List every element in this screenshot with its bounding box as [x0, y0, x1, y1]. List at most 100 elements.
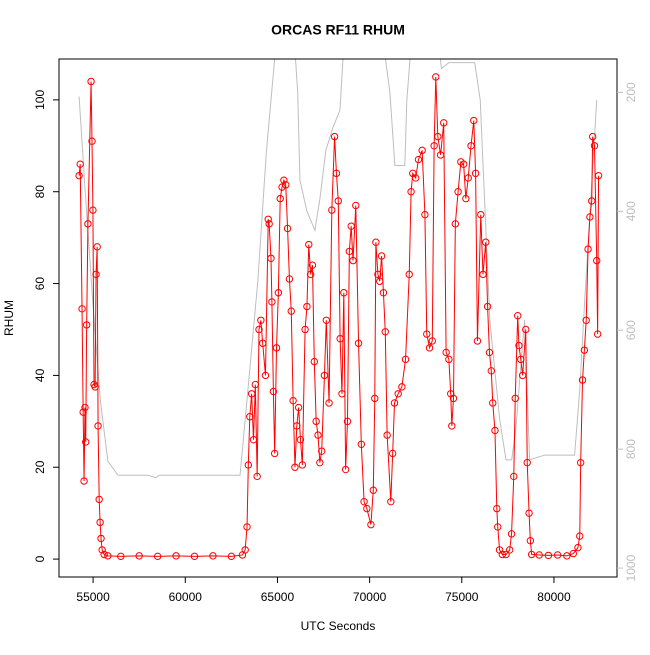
data-point — [246, 413, 254, 421]
data-point — [451, 220, 460, 228]
data-point — [97, 534, 105, 543]
data-point — [354, 339, 363, 347]
data-point — [526, 537, 535, 545]
y-tick-label: 20 — [33, 460, 47, 474]
data-point — [388, 449, 397, 458]
data-point — [482, 238, 490, 246]
y-tick-label: 80 — [33, 185, 47, 199]
data-point — [588, 197, 596, 205]
data-point — [563, 552, 571, 560]
data-point — [316, 458, 324, 467]
data-point — [293, 422, 301, 430]
data-point — [430, 142, 438, 150]
data-point — [330, 132, 339, 141]
data-point — [411, 174, 420, 182]
data-point — [473, 337, 482, 345]
series-line — [78, 76, 600, 557]
series-line — [78, 59, 598, 479]
y2-tick-label: 800 — [624, 439, 638, 459]
data-point — [485, 348, 494, 357]
data-point — [535, 551, 543, 559]
data-point — [79, 408, 87, 416]
data-point — [489, 399, 497, 407]
data-point — [347, 222, 355, 230]
data-point — [272, 344, 281, 352]
data-point — [338, 390, 346, 398]
data-point — [445, 355, 453, 364]
data-point — [253, 472, 261, 481]
data-point — [377, 252, 386, 260]
data-point — [464, 174, 472, 182]
data-point — [578, 376, 587, 384]
data-point — [87, 77, 95, 86]
data-point — [305, 240, 313, 249]
data-point — [401, 355, 410, 364]
y2-tick-label: 200 — [624, 82, 638, 102]
data-point — [357, 440, 366, 448]
data-point — [483, 302, 492, 311]
data-point — [515, 341, 523, 350]
data-point — [274, 289, 283, 297]
data-point — [104, 552, 112, 560]
data-point — [493, 504, 501, 513]
data-point — [80, 477, 88, 485]
data-point — [449, 394, 458, 403]
data-point — [96, 518, 104, 527]
data-point — [289, 396, 297, 405]
data-point — [264, 215, 272, 223]
data-point — [308, 261, 317, 269]
data-point — [582, 316, 590, 324]
data-point — [590, 142, 599, 150]
data-point — [257, 316, 265, 324]
data-point — [98, 546, 106, 554]
data-point — [287, 307, 295, 315]
data-point — [511, 394, 519, 403]
data-point — [268, 298, 276, 306]
y-axis-label: RHUM — [2, 300, 16, 336]
data-point — [349, 256, 357, 265]
data-point — [405, 270, 413, 279]
data-point — [407, 188, 415, 196]
data-point — [314, 431, 322, 439]
data-point — [379, 289, 388, 297]
data-point — [569, 549, 578, 558]
data-point — [491, 426, 499, 435]
data-point — [255, 325, 263, 334]
data-point — [336, 334, 344, 343]
data-point — [442, 348, 450, 357]
data-point — [510, 472, 518, 481]
data-point — [580, 346, 589, 354]
data-point — [553, 551, 562, 559]
data-point — [462, 194, 470, 203]
data-point — [523, 458, 531, 467]
data-point — [172, 552, 180, 560]
data-point — [84, 220, 92, 228]
y2-tick-label: 400 — [624, 201, 638, 221]
data-point — [340, 289, 348, 297]
data-point — [243, 523, 251, 531]
data-point — [487, 367, 495, 375]
data-point — [75, 171, 83, 180]
data-point — [454, 188, 462, 196]
data-point — [190, 552, 199, 561]
data-point — [94, 422, 102, 430]
data-point — [518, 371, 527, 380]
data-point — [241, 546, 249, 554]
data-point — [251, 380, 260, 389]
data-point — [267, 254, 275, 263]
data-point — [425, 344, 434, 352]
y-tick-label: 100 — [33, 90, 47, 110]
data-point — [525, 509, 533, 517]
data-point — [247, 390, 256, 398]
data-point — [390, 399, 399, 407]
data-point — [584, 245, 592, 253]
data-point — [506, 546, 514, 554]
data-point — [436, 151, 445, 159]
data-point — [249, 435, 258, 444]
data-point — [265, 220, 273, 228]
data-point — [527, 550, 536, 559]
data-point — [296, 435, 305, 444]
data-point — [88, 137, 96, 145]
plot-frame — [58, 58, 618, 578]
